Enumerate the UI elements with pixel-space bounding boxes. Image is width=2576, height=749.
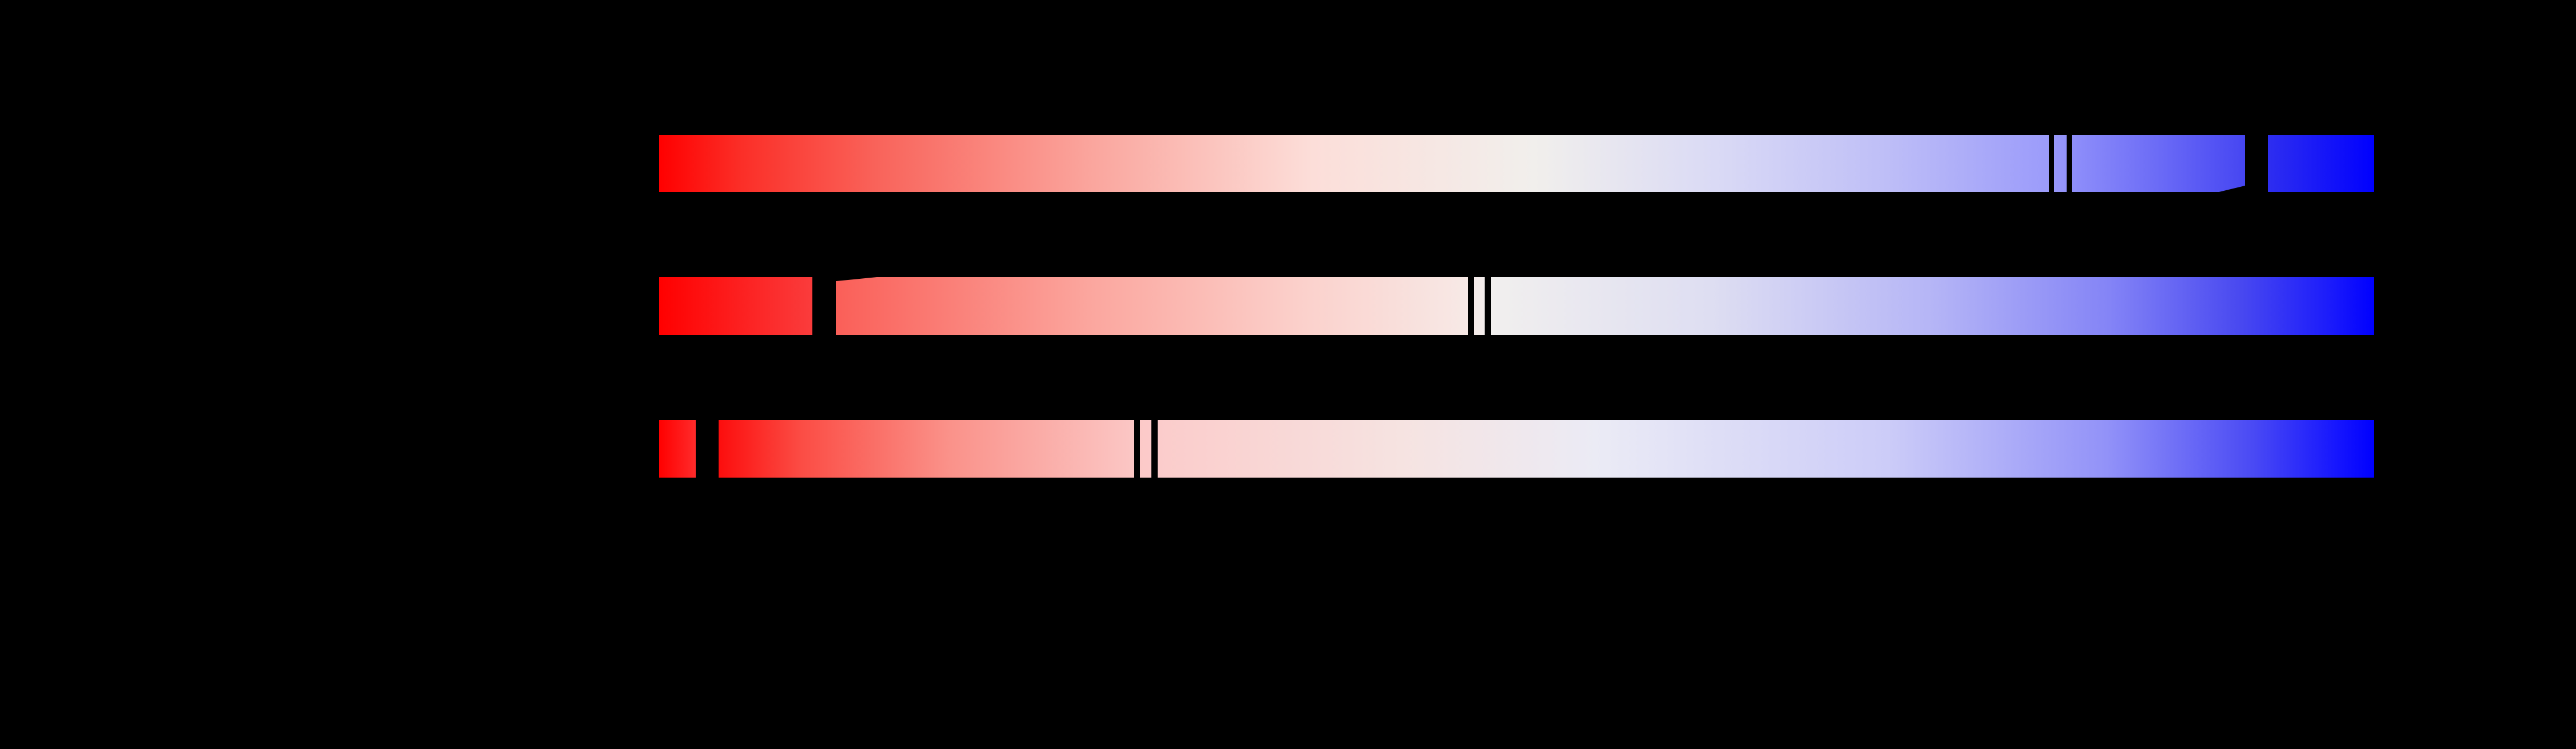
middle-bar-segment-1: [659, 277, 812, 335]
top-bar-segment-2: [2054, 135, 2067, 192]
top-bar-segment-1: [659, 135, 2049, 192]
bottom-bar-segment-3: [1140, 420, 1151, 478]
bottom-bar-segment-4: [1158, 420, 2374, 478]
bottom-bar-segment-2: [719, 420, 1134, 478]
top-bar-segment-3: [2072, 135, 2245, 192]
middle-bar-segment-3: [1474, 277, 1485, 335]
top-bar-segment-4: [2268, 135, 2374, 192]
bottom-bar-segment-1: [659, 420, 696, 478]
middle-bar-segment-4: [1491, 277, 2374, 335]
middle-bar-segment-2: [836, 277, 1468, 335]
